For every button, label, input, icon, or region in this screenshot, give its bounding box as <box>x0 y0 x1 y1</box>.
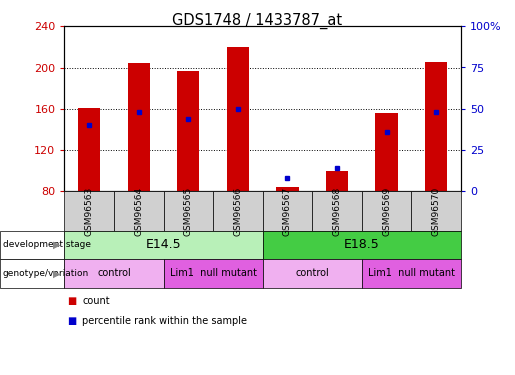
Bar <box>425 62 448 191</box>
Bar <box>177 70 199 191</box>
Text: E18.5: E18.5 <box>344 238 380 251</box>
Bar <box>276 187 299 191</box>
Text: GSM96564: GSM96564 <box>134 186 143 236</box>
Text: GSM96569: GSM96569 <box>382 186 391 236</box>
Text: E14.5: E14.5 <box>146 238 181 251</box>
Text: GSM96568: GSM96568 <box>333 186 341 236</box>
Text: GSM96565: GSM96565 <box>184 186 193 236</box>
Text: Lim1  null mutant: Lim1 null mutant <box>169 268 256 278</box>
Text: GSM96563: GSM96563 <box>84 186 94 236</box>
Text: control: control <box>97 268 131 278</box>
Text: percentile rank within the sample: percentile rank within the sample <box>82 316 247 326</box>
Bar <box>375 113 398 191</box>
Bar <box>227 47 249 191</box>
Text: GDS1748 / 1433787_at: GDS1748 / 1433787_at <box>173 13 342 29</box>
Bar <box>326 171 348 191</box>
Text: ▶: ▶ <box>53 240 60 250</box>
Text: Lim1  null mutant: Lim1 null mutant <box>368 268 455 278</box>
Text: ■: ■ <box>67 296 76 306</box>
Bar <box>78 108 100 191</box>
Text: GSM96566: GSM96566 <box>233 186 243 236</box>
Bar <box>128 63 150 191</box>
Text: ■: ■ <box>67 316 76 326</box>
Text: genotype/variation: genotype/variation <box>3 269 89 278</box>
Text: development stage: development stage <box>3 240 91 249</box>
Text: GSM96567: GSM96567 <box>283 186 292 236</box>
Text: control: control <box>295 268 329 278</box>
Text: ▶: ▶ <box>53 268 60 278</box>
Text: GSM96570: GSM96570 <box>432 186 441 236</box>
Text: count: count <box>82 296 110 306</box>
